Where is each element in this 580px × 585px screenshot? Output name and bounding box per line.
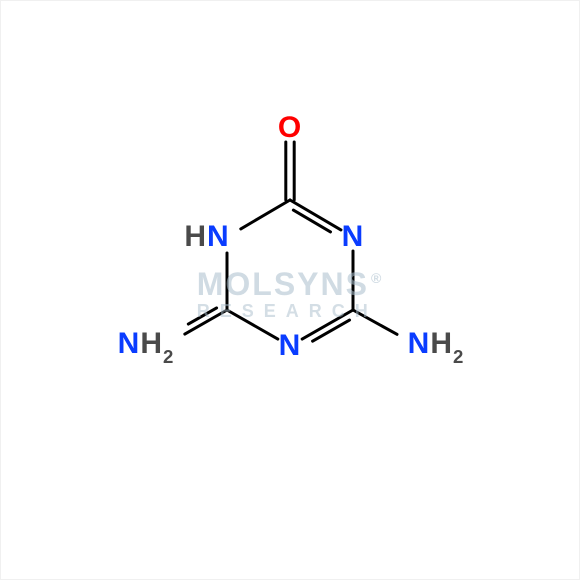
- atom-label-O7: O: [278, 111, 302, 145]
- atom-label-N4: N: [279, 329, 302, 363]
- atom-label-N8: NH2: [408, 327, 465, 365]
- atom-label-N2: N: [342, 220, 365, 254]
- atom-label-N6: HN: [184, 220, 229, 254]
- structure-canvas: MOLSYNS® RESEARCH NNHNONH2NH2: [0, 0, 580, 580]
- atom-label-N9: NH2: [118, 327, 175, 365]
- bond-layer: [0, 0, 580, 580]
